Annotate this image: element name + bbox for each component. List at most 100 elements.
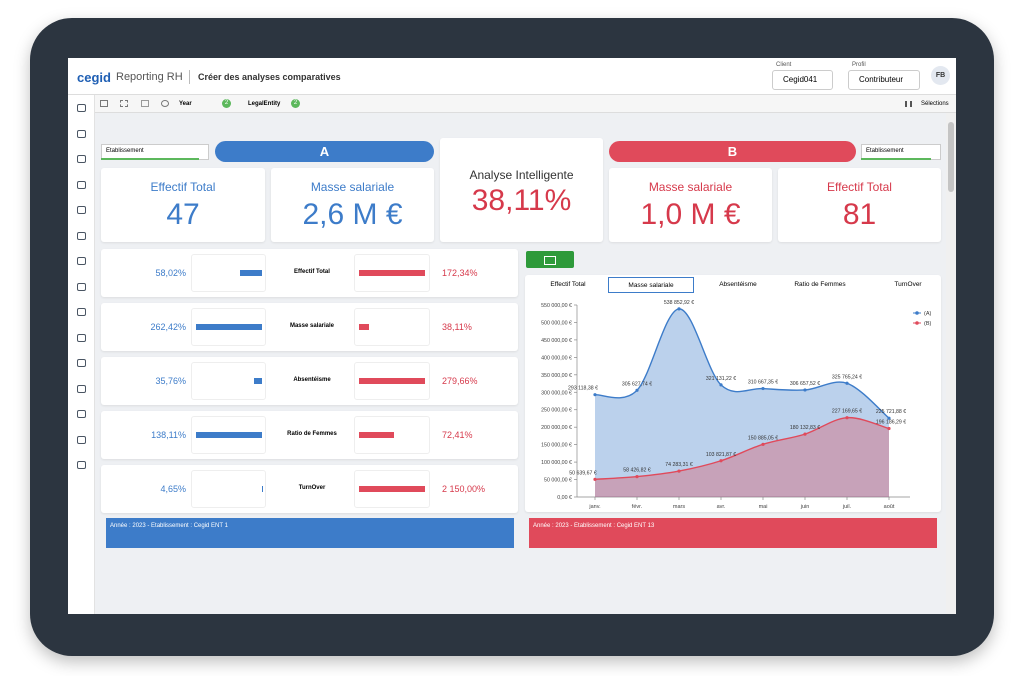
legend-label: (A)	[924, 311, 932, 317]
a-value: 35,76%	[155, 376, 186, 386]
scrollbar[interactable]	[946, 113, 956, 614]
point	[635, 475, 639, 479]
sidebar-icon[interactable]	[77, 104, 86, 112]
area	[595, 308, 889, 497]
bar	[196, 324, 262, 330]
b-value: 72,41%	[442, 430, 473, 440]
selector-bar	[861, 158, 931, 160]
selections-icon	[905, 101, 912, 107]
filter-label[interactable]: LegalEntity	[248, 101, 281, 107]
page-title: Créer des analyses comparatives	[198, 72, 341, 82]
bar-box	[191, 308, 266, 346]
toolbar	[95, 95, 956, 113]
chart-tab[interactable]: TurnOver	[894, 281, 922, 288]
y-tick-label: 350 000,00 €	[541, 373, 572, 379]
value-label: 74 283,31 €	[665, 462, 693, 468]
line	[594, 416, 890, 481]
comparison-row	[101, 249, 518, 297]
sidebar-icon[interactable]	[77, 206, 86, 214]
y-tick-label: 50 000,00 €	[544, 478, 572, 484]
bar	[359, 432, 394, 438]
sidebar-icon[interactable]	[77, 359, 86, 367]
export-icon	[544, 256, 556, 265]
bar-box	[354, 416, 430, 454]
value-label: 58 426,82 €	[623, 468, 651, 474]
brand[interactable]: cegid	[77, 70, 111, 85]
smart-card: Analyse Intelligente 38,11%	[440, 138, 603, 242]
bar	[253, 378, 262, 384]
row-name: Masse salariale	[289, 323, 335, 329]
value-label: 538 852,92 €	[664, 300, 694, 306]
a-value: 58,02%	[155, 268, 186, 278]
scroll-thumb[interactable]	[948, 122, 954, 192]
y-tick-label: 400 000,00 €	[541, 355, 572, 361]
row-name: TurnOver	[298, 485, 326, 491]
b-value: 172,34%	[442, 268, 478, 278]
profile-select[interactable]: Contributeur	[848, 70, 920, 90]
value-label: 306 657,52 €	[790, 381, 820, 387]
bar-box	[354, 308, 430, 346]
toolbar-icon[interactable]	[161, 100, 169, 107]
y-tick-label: 550 000,00 €	[541, 303, 572, 309]
sidebar-icon[interactable]	[77, 333, 86, 342]
point	[845, 381, 849, 385]
bar-box	[354, 362, 430, 400]
toolbar-icon[interactable]	[100, 100, 108, 107]
bar-box	[191, 416, 266, 454]
point	[593, 477, 597, 481]
client-select[interactable]: Cegid041	[772, 70, 833, 90]
a-value: 138,11%	[151, 430, 186, 440]
point	[887, 416, 891, 420]
bar	[359, 270, 425, 276]
bar-box	[354, 470, 430, 508]
export-button[interactable]	[526, 251, 574, 268]
sidebar-icon[interactable]	[77, 435, 86, 444]
x-tick-label: janv.	[588, 504, 601, 510]
selections-button[interactable]: Sélections	[921, 101, 949, 107]
smart-value: 38,11%	[471, 184, 572, 217]
area	[595, 417, 889, 497]
kpi-title: Effectif Total	[827, 180, 892, 194]
value-label: 293 118,38 €	[568, 386, 598, 392]
sidebar-icon[interactable]	[77, 257, 86, 265]
chart-tab[interactable]: Effectif Total	[550, 281, 586, 288]
y-tick-label: 500 000,00 €	[541, 320, 572, 326]
bar-box	[354, 254, 430, 292]
chart-tab[interactable]: Masse salariale	[608, 277, 694, 293]
sidebar-icon[interactable]	[77, 461, 86, 469]
toolbar-icon[interactable]	[120, 100, 128, 107]
sidebar-icon[interactable]	[77, 384, 86, 393]
sidebar-icon[interactable]	[77, 410, 86, 418]
row-name: Ratio de Femmes	[287, 431, 337, 437]
y-tick-label: 250 000,00 €	[541, 408, 572, 414]
group-b-label: B	[609, 141, 856, 162]
sidebar-icon[interactable]	[77, 155, 86, 163]
comparison-row	[101, 357, 518, 405]
point	[635, 388, 639, 392]
sidebar-icon[interactable]	[77, 129, 86, 138]
kpi-card: Masse salariale 2,6 M €	[271, 168, 434, 242]
bar	[239, 270, 262, 276]
bar	[359, 378, 425, 384]
point	[719, 459, 723, 463]
toolbar-icon[interactable]	[141, 100, 149, 107]
value-label: 321 131,22 €	[706, 376, 736, 382]
sidebar-icon[interactable]	[77, 231, 86, 240]
chart-tab[interactable]: Absentéisme	[719, 281, 757, 288]
footer-b: Année : 2023 - Etablissement : Cegid ENT…	[529, 518, 937, 548]
bar	[196, 432, 262, 438]
sidebar-icon[interactable]	[77, 282, 86, 291]
x-tick-label: août	[884, 504, 895, 510]
sidebar-icon[interactable]	[77, 308, 86, 316]
chart-tab[interactable]: Ratio de Femmes	[794, 281, 846, 288]
point	[887, 426, 891, 431]
filter-label[interactable]: Year	[179, 101, 192, 107]
selector-bar	[101, 158, 199, 160]
y-tick-label: 200 000,00 €	[541, 425, 572, 431]
value-label: 227 169,65 €	[832, 409, 862, 415]
kpi-title: Masse salariale	[310, 180, 395, 194]
point	[719, 383, 723, 387]
kpi-value: 1,0 M €	[640, 198, 741, 231]
avatar[interactable]: FB	[931, 66, 950, 85]
sidebar-icon[interactable]	[77, 180, 86, 189]
